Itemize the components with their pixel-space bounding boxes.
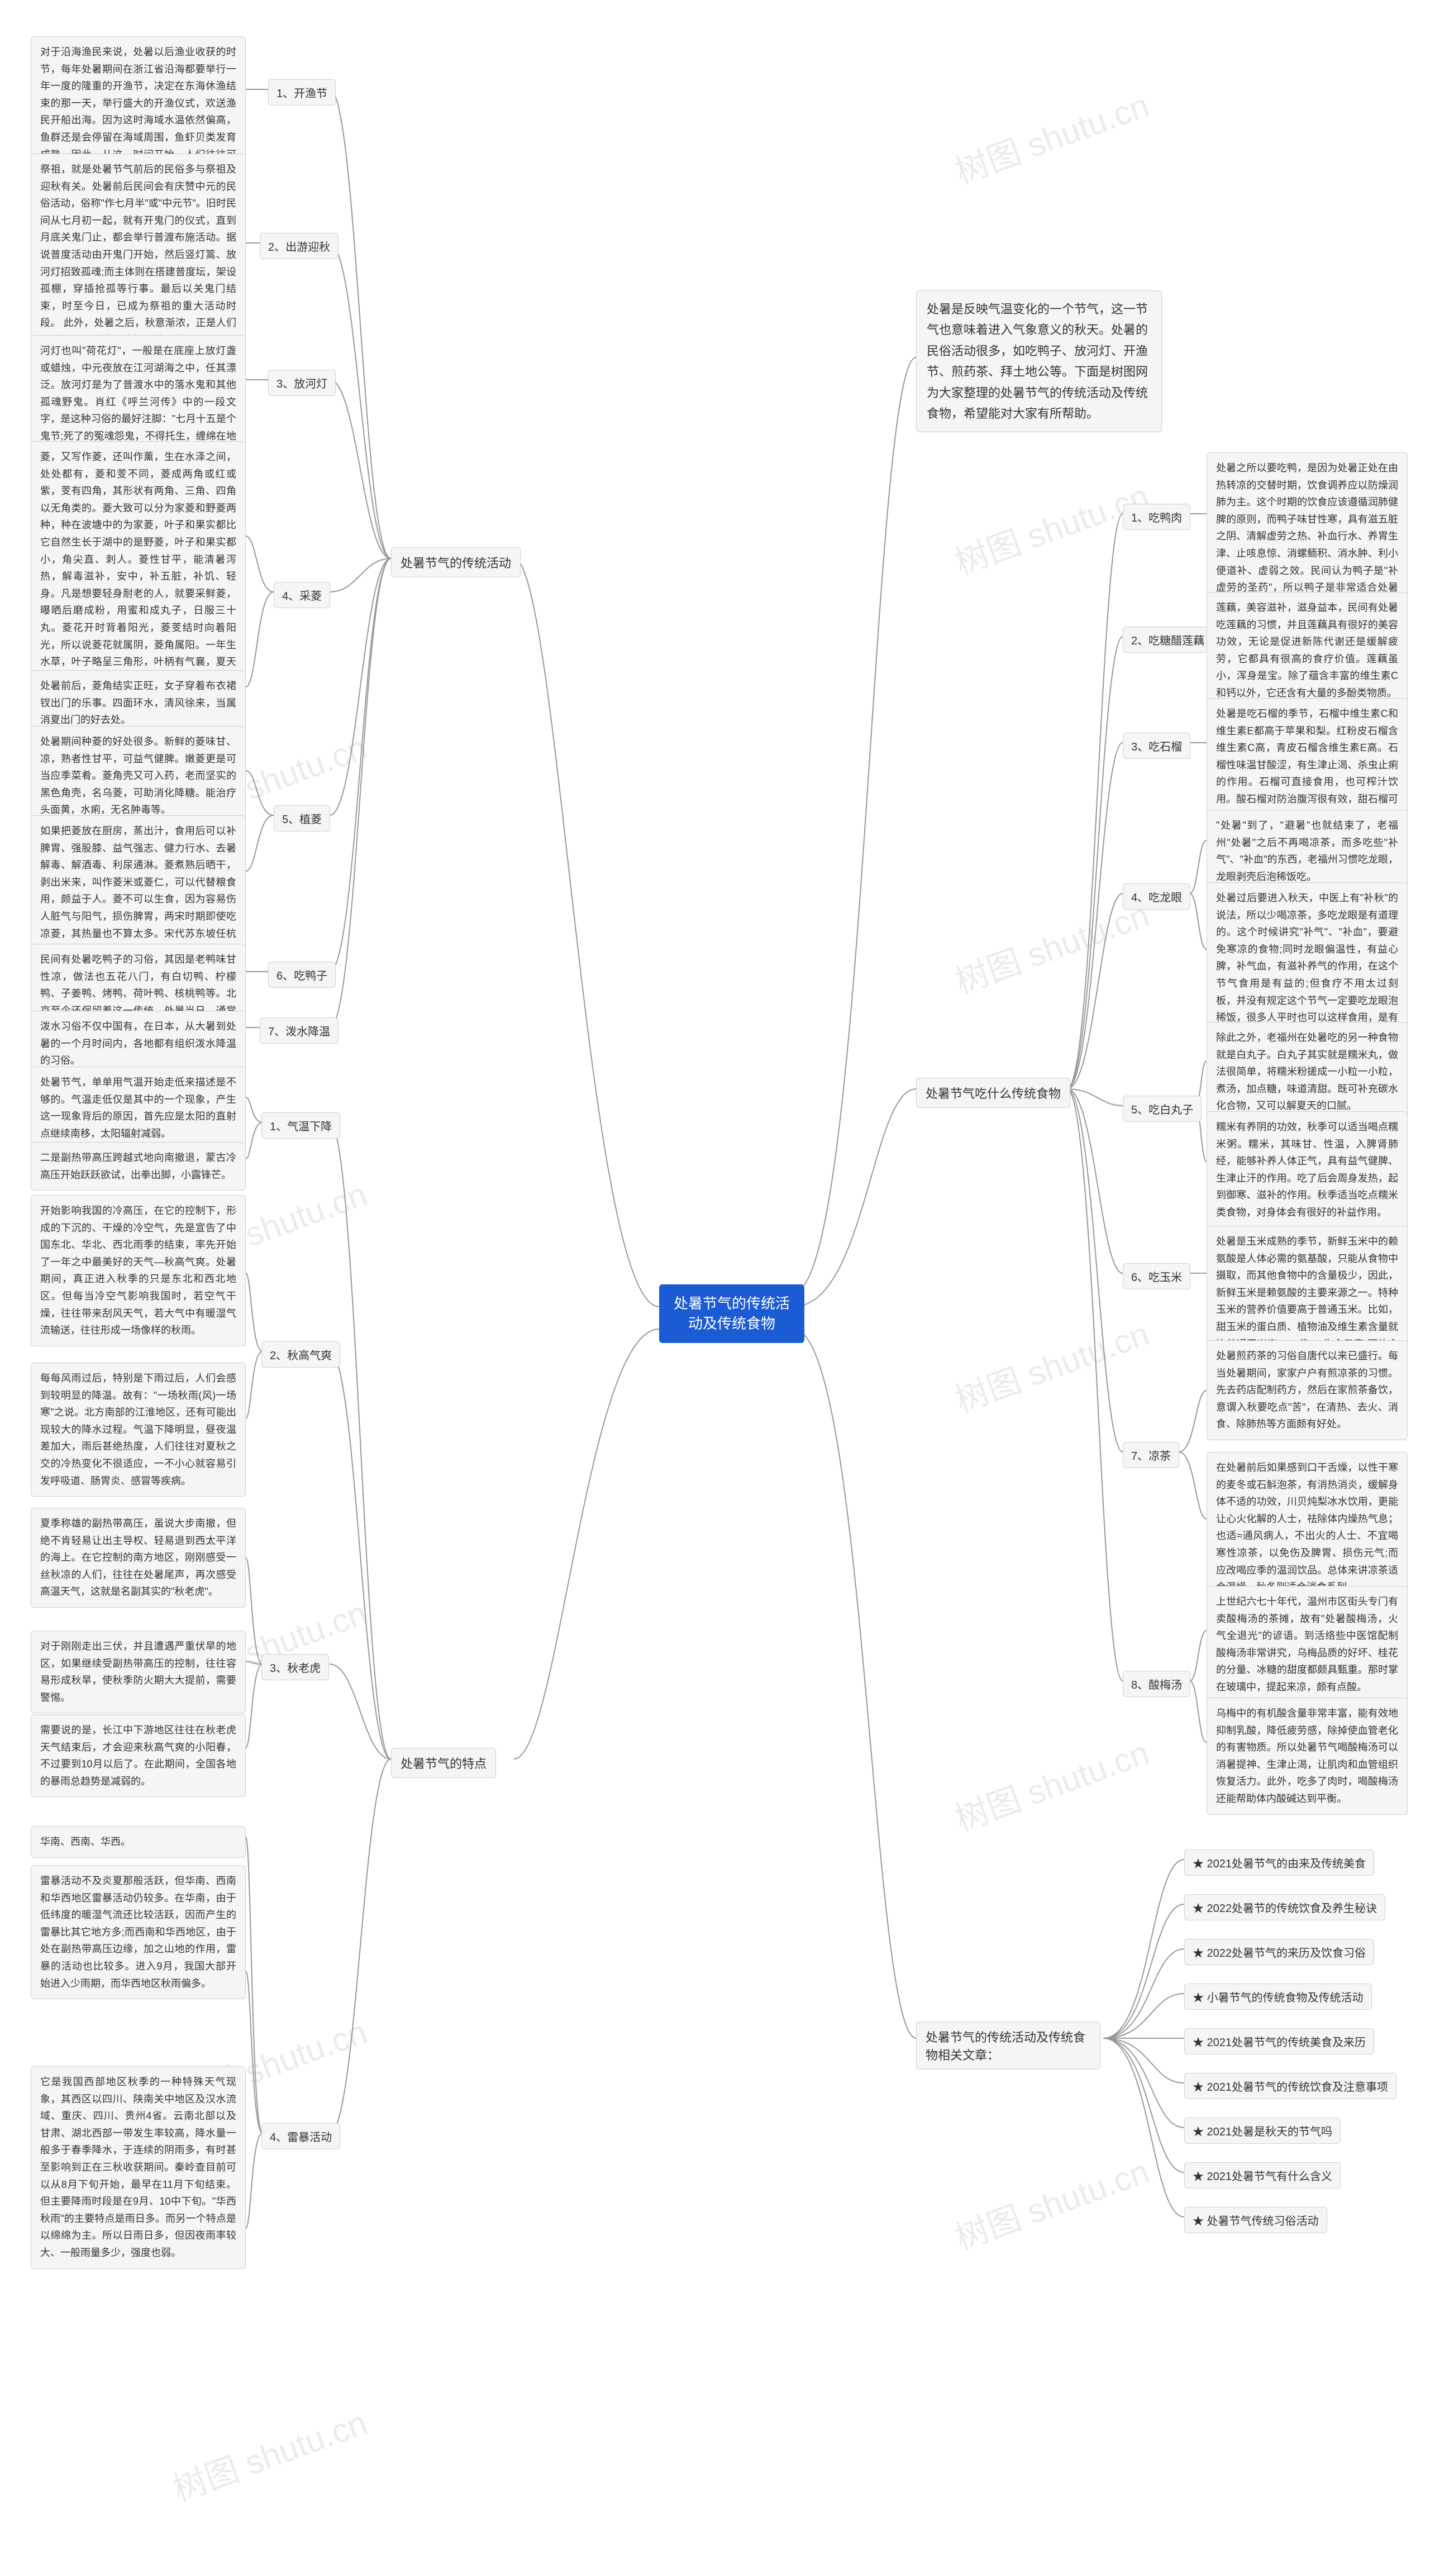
sub-suanmeitang: 8、酸梅汤 xyxy=(1123,1671,1190,1697)
branch-foods: 处暑节气吃什么传统食物 xyxy=(916,1078,1070,1108)
leaf-qiulaohu-1: 夏季称雄的副热带高压，虽说大步南撤，但绝不肯轻易让出主导权、轻易退到西太平洋的海… xyxy=(31,1508,246,1608)
leaf-qiulaohu-2: 对于刚刚走出三伏，并且遭遇严重伏旱的地区，如果继续受副热带高压的控制，往往容易形… xyxy=(31,1631,246,1713)
leaf-liangcha-2: 在处暑前后如果感到口干舌燥，以性干寒的麦冬或石斛泡茶，有消热消炎，缓解身体不适的… xyxy=(1207,1452,1408,1603)
sub-baiwanzi: 5、吃白丸子 xyxy=(1123,1096,1202,1122)
related-link-8[interactable]: ★ 处暑节气传统习俗活动 xyxy=(1184,2207,1327,2233)
leaf-suanmeitang-1: 上世纪六七十年代，温州市区街头专门有卖酸梅汤的茶摊，故有"处暑酸梅汤，火气全退光… xyxy=(1207,1586,1408,1703)
sub-poshui: 7、泼水降温 xyxy=(260,1017,339,1044)
branch-features: 处暑节气的特点 xyxy=(391,1748,496,1778)
leaf-lianou: 莲藕，美容滋补，滋身益本，民间有处暑吃莲藕的习惯，并且莲藕具有很好的美容功效，无… xyxy=(1207,592,1408,709)
sub-qiwen: 1、气温下降 xyxy=(261,1112,340,1139)
sub-qiugao: 2、秋高气爽 xyxy=(261,1341,340,1368)
sub-yumi: 6、吃玉米 xyxy=(1123,1263,1190,1289)
leaf-qiwen-2: 二是副热带高压跨越式地向南撤退，蒙古冷高压开始跃跃欲试，出拳出脚，小露锋芒。 xyxy=(31,1142,246,1191)
leaf-leibao-1: 华南、西南、华西。 xyxy=(31,1826,246,1858)
related-link-7[interactable]: ★ 2021处暑节气有什么含义 xyxy=(1184,2162,1341,2188)
sub-hedeng: 3、放河灯 xyxy=(268,370,336,396)
leaf-qiulaohu-3: 需要说的是，长江中下游地区往往在秋老虎天气结束后，才会迎来秋高气爽的小阳春，不过… xyxy=(31,1714,246,1797)
related-link-3[interactable]: ★ 小暑节气的传统食物及传统活动 xyxy=(1184,1984,1372,2010)
sub-kaiyu: 1、开渔节 xyxy=(268,79,336,106)
leaf-baiwanzi-2: 糯米有养阴的功效，秋季可以适当喝点糯米粥。糯米，其味甘、性温，入脾肾肺经，能够补… xyxy=(1207,1111,1408,1229)
related-link-0[interactable]: ★ 2021处暑节气的由来及传统美食 xyxy=(1184,1849,1374,1876)
intro-box: 处暑是反映气温变化的一个节气，这一节气也意味着进入气象意义的秋天。处暑的民俗活动… xyxy=(916,290,1162,432)
related-link-5[interactable]: ★ 2021处暑节气的传统饮食及注意事项 xyxy=(1184,2073,1396,2099)
branch-activities: 处暑节气的传统活动 xyxy=(391,547,521,577)
leaf-suanmeitang-2: 乌梅中的有机酸含量非常丰富，能有效地抑制乳酸，降低疲劳感，除掉使血管老化的有害物… xyxy=(1207,1698,1408,1815)
related-link-1[interactable]: ★ 2022处暑节的传统饮食及养生秘诀 xyxy=(1184,1894,1385,1920)
leaf-liangcha-1: 处暑煎药茶的习俗自唐代以来已盛行。每当处暑期间，家家户户有煎凉茶的习惯。先去药店… xyxy=(1207,1340,1408,1440)
watermark: 树图 shutu.cn xyxy=(947,1307,1155,1422)
sub-yazi: 6、吃鸭子 xyxy=(268,962,336,988)
sub-liangcha: 7、凉茶 xyxy=(1123,1442,1179,1468)
sub-shiliu: 3、吃石榴 xyxy=(1123,733,1190,759)
related-link-2[interactable]: ★ 2022处暑节气的来历及饮食习俗 xyxy=(1184,1939,1374,1965)
root-node: 处暑节气的传统活动及传统食物 xyxy=(659,1284,804,1343)
watermark: 树图 shutu.cn xyxy=(947,78,1155,193)
leaf-qiugao-1: 开始影响我国的冷高压，在它的控制下，形成的下沉的、干燥的冷空气，先是宣告了中国东… xyxy=(31,1195,246,1346)
leaf-leibao-2: 雷暴活动不及炎夏那般活跃，但华南、西南和华西地区雷暴活动仍较多。在华南，由于低纬… xyxy=(31,1865,246,1999)
leaf-qiugao-2: 每每风雨过后，特别是下雨过后，人们会感到较明显的降温。故有："一场秋雨(风)一场… xyxy=(31,1363,246,1497)
leaf-longyan-1: "处暑"到了，"避暑"也就结束了，老福州"处暑"之后不再喝凉茶，而多吃些"补气"… xyxy=(1207,810,1408,892)
sub-cailin: 4、采菱 xyxy=(274,582,330,608)
leaf-baiwanzi-1: 除此之外，老福州在处暑吃的另一种食物就是白丸子。白丸子其实就是糯米丸，做法很简单… xyxy=(1207,1022,1408,1122)
sub-zhilin: 5、植菱 xyxy=(274,805,330,831)
related-link-4[interactable]: ★ 2021处暑节气的传统美食及来历 xyxy=(1184,2028,1374,2054)
sub-yingqiu: 2、出游迎秋 xyxy=(260,233,339,259)
branch-related: 处暑节气的传统活动及传统食物相关文章： xyxy=(916,2021,1100,2070)
watermark: 树图 shutu.cn xyxy=(165,2396,373,2511)
sub-longyan: 4、吃龙眼 xyxy=(1123,883,1190,910)
sub-qiulaohu: 3、秋老虎 xyxy=(261,1654,329,1680)
leaf-leibao-3: 它是我国西部地区秋季的一种特殊天气现象，其西区以四川、陕南关中地区及汉水流域、重… xyxy=(31,2066,246,2269)
watermark: 树图 shutu.cn xyxy=(947,1726,1155,1841)
leaf-zhilin-1: 处暑期间种菱的好处很多。新鲜的菱味甘、凉，熟者性甘平，可益气健脾。嫩菱更是可当应… xyxy=(31,726,246,826)
related-link-6[interactable]: ★ 2021处暑是秋天的节气吗 xyxy=(1184,2118,1341,2144)
sub-lianou: 2、吃糖醋莲藕 xyxy=(1123,627,1213,653)
leaf-qiwen-1: 处暑节气，单单用气温开始走低来描述是不够的。气温走低仅是其中的一个现象，产生这一… xyxy=(31,1067,246,1149)
sub-yarou: 1、吃鸭肉 xyxy=(1123,504,1190,530)
sub-leibao: 4、雷暴活动 xyxy=(261,2123,340,2149)
watermark: 树图 shutu.cn xyxy=(947,2144,1155,2259)
